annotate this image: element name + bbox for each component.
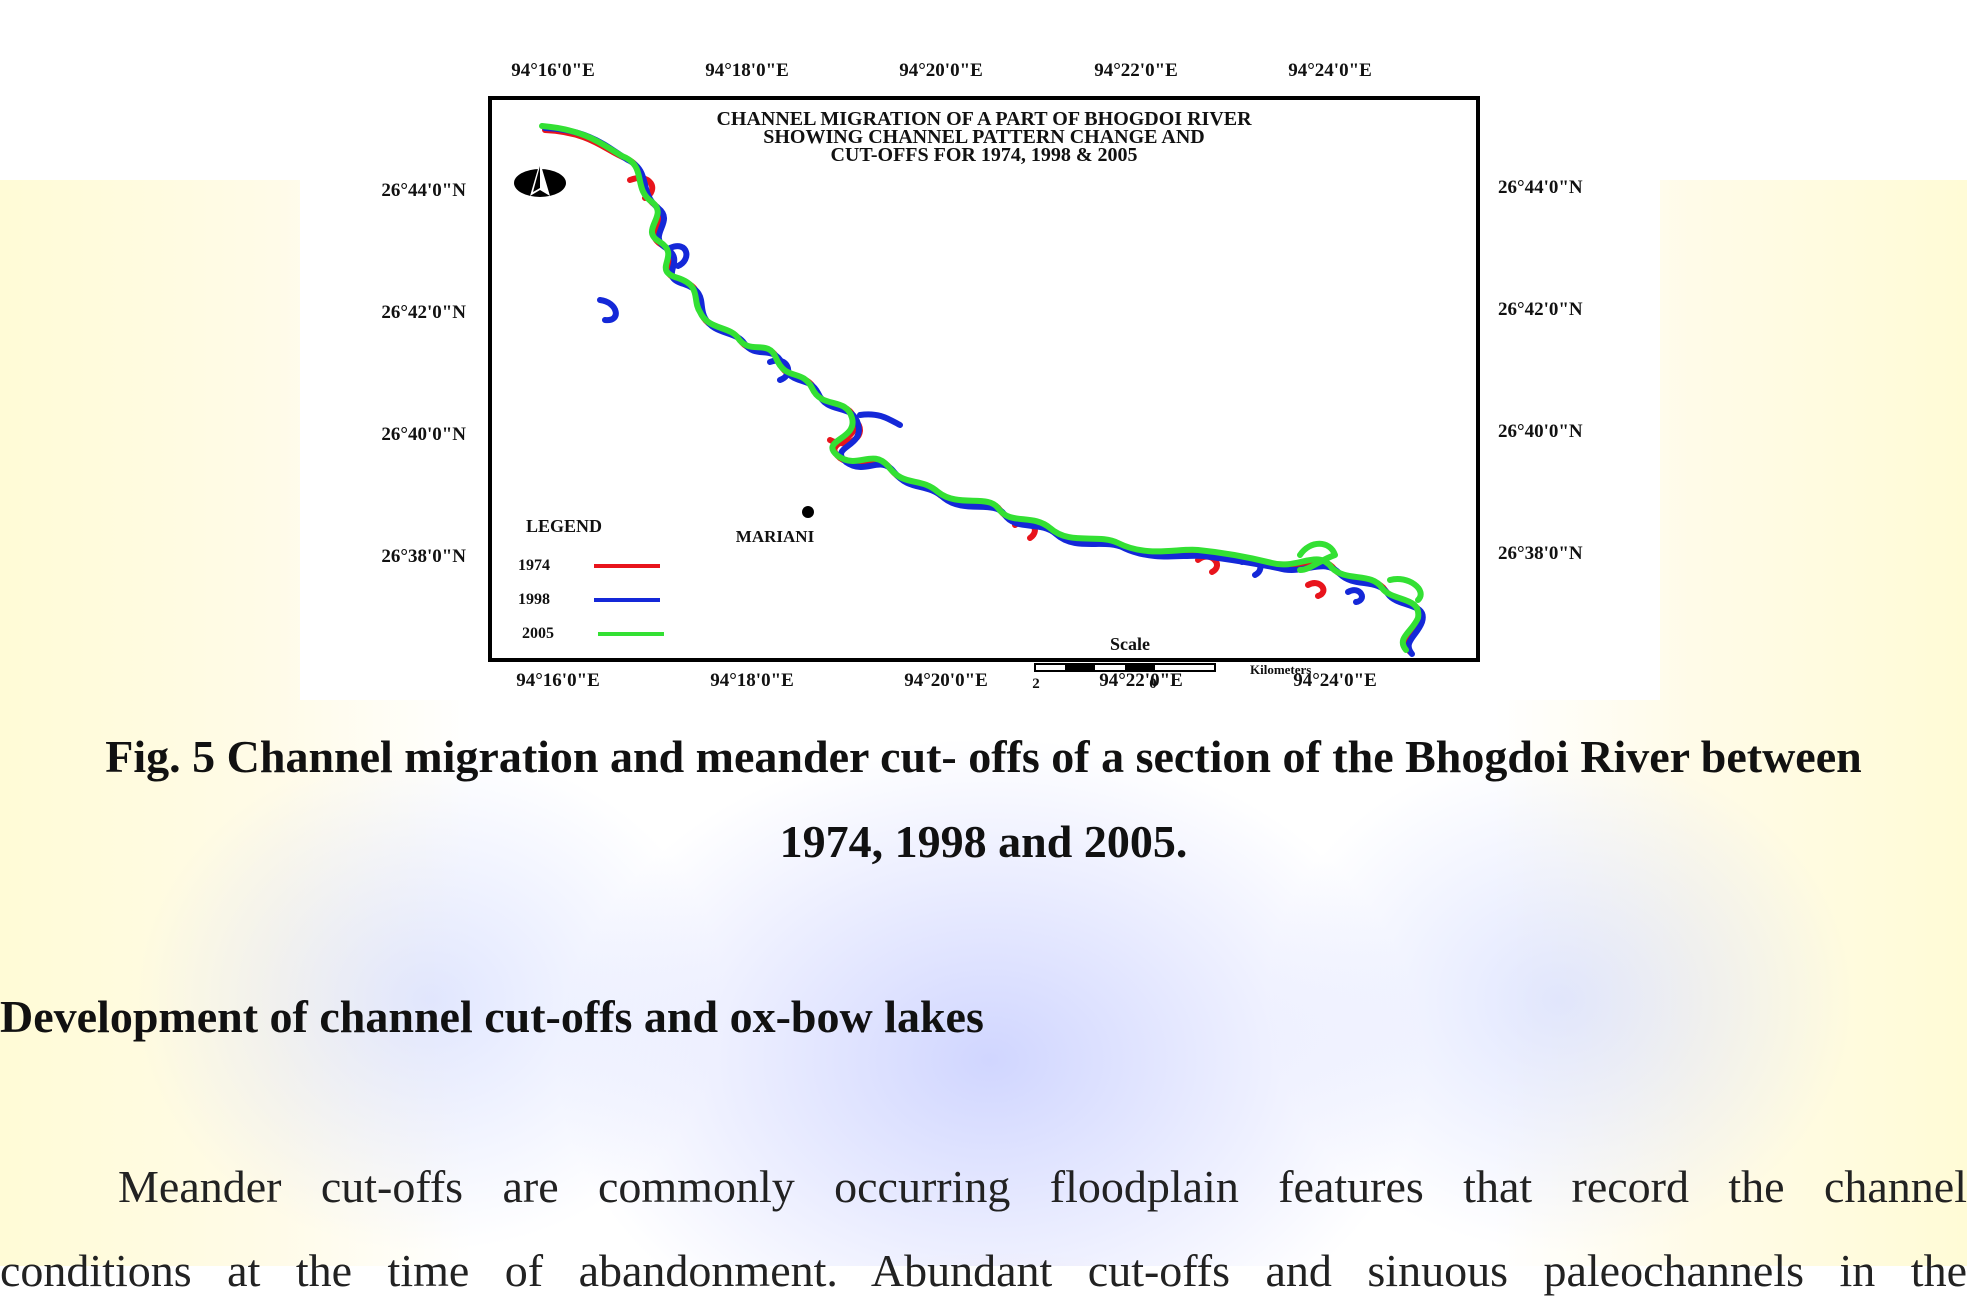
river-channels: [539, 123, 1426, 657]
top-lon-label-2: 94°18'0"E: [705, 60, 789, 81]
right-lat-label-4: 26°38'0"N: [1498, 543, 1583, 564]
top-lon-label-3: 94°20'0"E: [899, 60, 983, 81]
bottom-longitude-labels: 94°16'0"E 94°18'0"E 94°20'0"E 94°22'0"E …: [516, 670, 1377, 691]
legend-label-1998: 1998: [518, 591, 550, 608]
map-legend: LEGEND 1974 1998 2005: [518, 516, 664, 642]
map-title: CHANNEL MIGRATION OF A PART OF BHOGDOI R…: [716, 108, 1252, 166]
bottom-lon-label-3: 94°20'0"E: [904, 670, 988, 691]
channel-2005-loops: [1297, 540, 1424, 603]
channel-2005: [539, 123, 1422, 653]
top-lon-label-4: 94°22'0"E: [1094, 60, 1178, 81]
paragraph-line-2: conditions at the time of abandonment. A…: [0, 1245, 1967, 1296]
figure-caption-line-2: 1974, 1998 and 2005.: [779, 816, 1188, 867]
bottom-lon-label-1: 94°16'0"E: [516, 670, 600, 691]
right-lat-label-3: 26°40'0"N: [1498, 421, 1583, 442]
map-title-line-3: CUT-OFFS FOR 1974, 1998 & 2005: [830, 144, 1137, 166]
left-lat-label-4: 26°38'0"N: [381, 546, 466, 567]
mariani-marker: [802, 506, 814, 518]
scale-bar: Scale 2 0 Kilometers: [1032, 634, 1311, 692]
legend-label-1974: 1974: [518, 557, 550, 574]
scale-tick-2: 2: [1032, 676, 1040, 692]
right-latitude-labels: 26°44'0"N 26°42'0"N 26°40'0"N 26°38'0"N: [1498, 177, 1583, 564]
legend-title: LEGEND: [526, 516, 602, 536]
scale-unit: Kilometers: [1250, 662, 1311, 677]
channel-migration-map: 94°16'0"E 94°18'0"E 94°20'0"E 94°22'0"E …: [381, 60, 1583, 692]
top-lon-label-1: 94°16'0"E: [511, 60, 595, 81]
left-lat-label-3: 26°40'0"N: [381, 424, 466, 445]
section-heading: Development of channel cut-offs and ox-b…: [0, 991, 984, 1042]
bottom-lon-label-5: 94°24'0"E: [1293, 670, 1377, 691]
right-lat-label-1: 26°44'0"N: [1498, 177, 1583, 198]
north-arrow-icon: [514, 162, 566, 197]
figure-caption-line-1: Fig. 5 Channel migration and meander cut…: [105, 731, 1862, 782]
bottom-lon-label-2: 94°18'0"E: [710, 670, 794, 691]
channel-1998-loops: [597, 243, 1365, 605]
left-latitude-labels: 26°44'0"N 26°42'0"N 26°40'0"N 26°38'0"N: [381, 180, 466, 567]
paragraph-line-1: Meander cut-offs are commonly occurring …: [118, 1161, 1967, 1212]
legend-label-2005: 2005: [522, 625, 554, 642]
place-label: MARIANI: [736, 527, 815, 546]
top-longitude-labels: 94°16'0"E 94°18'0"E 94°20'0"E 94°22'0"E …: [511, 60, 1372, 81]
scale-title: Scale: [1110, 634, 1150, 654]
left-lat-label-2: 26°42'0"N: [381, 302, 466, 323]
map-title-line-2: SHOWING CHANNEL PATTERN CHANGE AND: [763, 126, 1205, 148]
bottom-lon-label-4: 94°22'0"E: [1099, 670, 1183, 691]
top-lon-label-5: 94°24'0"E: [1288, 60, 1372, 81]
scale-tick-0: 0: [1149, 676, 1157, 692]
map-figure: 94°16'0"E 94°18'0"E 94°20'0"E 94°22'0"E …: [300, 40, 1660, 700]
map-title-line-1: CHANNEL MIGRATION OF A PART OF BHOGDOI R…: [716, 108, 1252, 130]
left-lat-label-1: 26°44'0"N: [381, 180, 466, 201]
right-lat-label-2: 26°42'0"N: [1498, 299, 1583, 320]
